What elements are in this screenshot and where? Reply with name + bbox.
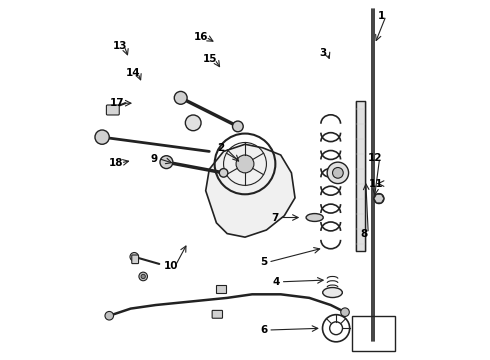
Circle shape <box>174 91 187 104</box>
Polygon shape <box>374 194 384 203</box>
FancyBboxPatch shape <box>212 310 222 318</box>
Circle shape <box>185 115 201 131</box>
Circle shape <box>95 130 109 144</box>
Circle shape <box>130 252 139 261</box>
Circle shape <box>374 194 384 203</box>
Text: 3: 3 <box>319 48 326 58</box>
Circle shape <box>105 311 114 320</box>
Polygon shape <box>206 144 295 237</box>
Ellipse shape <box>323 288 343 297</box>
Circle shape <box>327 162 348 184</box>
Text: 16: 16 <box>194 32 209 42</box>
Text: 13: 13 <box>113 41 127 51</box>
Circle shape <box>141 274 146 279</box>
Text: 10: 10 <box>164 261 178 271</box>
Circle shape <box>160 156 173 168</box>
Text: 4: 4 <box>273 277 280 287</box>
Text: 11: 11 <box>369 179 384 189</box>
Text: 9: 9 <box>151 154 158 163</box>
Text: 14: 14 <box>126 68 141 78</box>
FancyBboxPatch shape <box>132 255 139 264</box>
Text: 12: 12 <box>368 153 383 163</box>
Text: 8: 8 <box>360 229 368 239</box>
Circle shape <box>220 168 228 177</box>
Text: 15: 15 <box>203 54 218 64</box>
FancyBboxPatch shape <box>106 105 119 115</box>
Text: 17: 17 <box>110 98 125 108</box>
Ellipse shape <box>306 213 323 221</box>
Circle shape <box>333 167 343 178</box>
Text: 18: 18 <box>109 158 123 168</box>
Text: 6: 6 <box>260 325 268 335</box>
Bar <box>352 316 395 351</box>
Circle shape <box>341 308 349 316</box>
Text: 7: 7 <box>271 212 278 222</box>
Bar <box>217 285 226 293</box>
Circle shape <box>232 121 243 132</box>
Text: 2: 2 <box>218 143 225 153</box>
Bar <box>356 102 365 251</box>
Text: 5: 5 <box>260 257 268 267</box>
Circle shape <box>139 272 147 281</box>
Text: 1: 1 <box>378 11 386 21</box>
Circle shape <box>236 155 254 173</box>
